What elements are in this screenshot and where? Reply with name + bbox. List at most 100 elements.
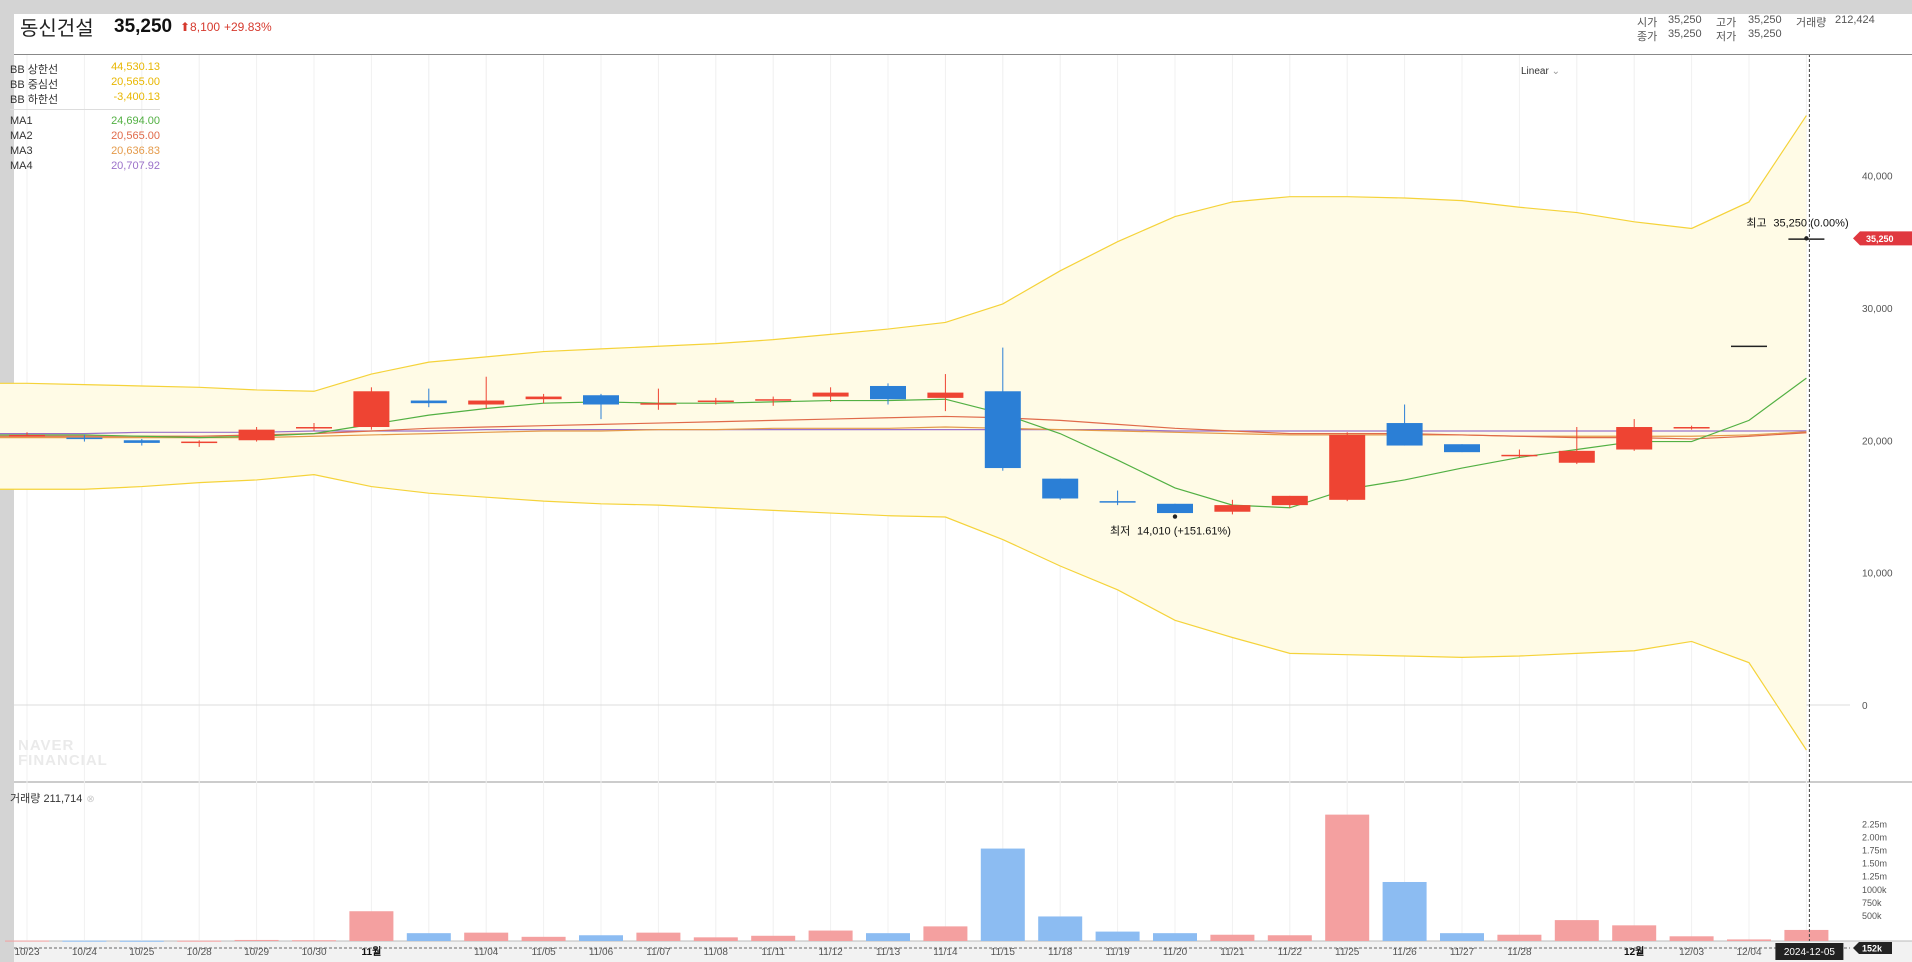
x-tick-label: 12월 [1624,946,1644,958]
x-tick-label: 11/27 [1450,947,1475,958]
legend-value: 44,530.13 [111,61,160,73]
candle-body [66,437,103,440]
volume-bar [1153,933,1197,941]
legend-ma1[interactable]: MA1 24,694.00 [10,115,160,130]
candle-body [1673,427,1710,429]
volume-bar [636,932,681,941]
candle-body [353,391,390,428]
volume-tick-label: 2.00m [1862,833,1887,843]
candle-body [583,395,619,405]
volume-panel-value: 211,714 [43,793,83,805]
x-tick-label: 11/22 [1278,947,1303,958]
volume-bar [808,930,853,941]
legend-label: MA2 [10,130,33,142]
x-tick-label: 11/06 [589,947,614,958]
legend-value: -3,400.13 [113,91,160,103]
x-tick-label: 11/08 [704,947,729,958]
stock-header: 동신건설 35,250 ⬆8,100 +29.83% 시가 35,250 고가 … [14,14,1912,55]
x-tick-label: 12/04 [1736,947,1761,958]
legend-bb-mid[interactable]: BB 중심선 20,565.00 [10,76,160,91]
volume-bar [751,935,796,941]
x-tick-label: 11/05 [531,947,556,958]
candle-body [1386,423,1423,446]
legend-ma3[interactable]: MA3 20,636.83 [10,145,160,160]
candle-body [1616,427,1653,450]
volume-tag [1853,941,1892,954]
volume-bar [1612,925,1657,941]
volume-bar [406,933,451,941]
candle-body [296,427,332,429]
legend-bb-upper[interactable]: BB 상한선 44,530.13 [10,61,160,76]
volume-bar [349,911,394,941]
current-price: 35,250 [114,16,173,37]
candle-body [984,391,1021,469]
price-change-pct: +29.83% [224,20,272,34]
high-label: 고가 [1716,17,1737,29]
naver-financial-logo: NAVER FINANCIAL [18,738,108,768]
candle-body [1731,345,1767,348]
high-annotation-label: 최고 [1746,216,1766,229]
volume-bar [464,932,509,941]
volume-bar [1382,881,1427,941]
high-annotation-value: 35,250 (0.00%) [1773,217,1848,229]
x-tick-label: 10/23 [14,947,39,958]
scale-mode-dropdown[interactable]: Linear ⌄ [1521,66,1560,77]
volume-bar [923,926,968,941]
close-icon[interactable]: ⊗ [86,794,95,805]
candle-body [1558,450,1595,463]
x-tick-label: 11/18 [1048,947,1073,958]
volume-tick-label: 1.50m [1862,859,1887,869]
stock-name[interactable]: 동신건설 [20,18,94,40]
high-value: 35,250 [1748,14,1782,26]
volume-panel-label: 거래량 211,714 ⊗ [10,790,95,806]
close-value: 35,250 [1668,28,1702,40]
legend-value: 20,565.00 [111,130,160,142]
x-tick-label: 11/07 [646,947,671,958]
volume-bar [1669,936,1714,941]
legend-value: 24,694.00 [111,115,160,127]
legend-ma4[interactable]: MA4 20,707.92 [10,160,160,175]
candle-body [812,392,849,397]
x-tick-label: 11/11 [761,947,785,958]
current-price-tag [1853,231,1912,246]
volume-bar [1554,920,1599,941]
x-tick-label: 10/29 [244,947,269,958]
candle-body [927,392,964,398]
legend-bb-lower[interactable]: BB 하한선 -3,400.13 [10,91,160,106]
candle-body [1099,501,1136,503]
indicator-legend: BB 상한선 44,530.13 BB 중심선 20,565.00 BB 하한선 -3… [10,61,160,175]
volume-bar [1497,934,1542,941]
candle-body [1501,454,1538,457]
close-label: 종가 [1637,31,1658,43]
x-tick-label: 11/13 [876,947,901,958]
volume-bar [1095,931,1140,941]
volume-value: 212,424 [1835,14,1875,26]
volume-bar [866,933,910,941]
x-tick-label: 11/20 [1163,947,1188,958]
low-marker [1172,514,1178,519]
legend-label: MA3 [10,145,33,157]
candle-body [640,403,677,405]
legend-value: 20,565.00 [111,76,160,88]
scale-mode-label: Linear [1521,66,1549,77]
volume-bar [5,940,49,942]
volume-bar [980,848,1025,941]
candle-body [525,396,562,400]
x-tick-label: 11/28 [1507,947,1532,958]
x-tick-label: 11/25 [1335,947,1360,958]
x-tick-label: 11/15 [991,947,1016,958]
legend-value: 20,707.92 [111,160,160,172]
x-tick-label: 11/19 [1105,947,1130,958]
candle-body [9,434,45,437]
watermark-line: NAVER [18,737,75,754]
legend-divider [10,109,160,110]
volume-tick-label: 500k [1862,911,1882,921]
x-tick-label: 11/04 [474,947,499,958]
volume-bar [579,935,623,941]
legend-ma2[interactable]: MA2 20,565.00 [10,130,160,145]
candle-body [697,400,734,403]
volume-tick-label: 1.25m [1862,872,1887,882]
volume-tick-label: 1000k [1862,885,1887,895]
volume-tag-label: 152k [1862,943,1883,953]
